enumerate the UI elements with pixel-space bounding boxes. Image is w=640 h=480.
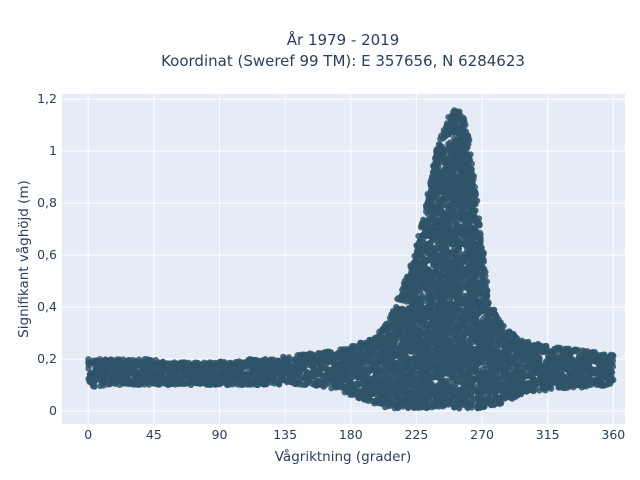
data-point (466, 137, 473, 144)
data-point (460, 116, 468, 123)
chart-title-line1: År 1979 - 2019 (287, 30, 400, 49)
data-point (462, 121, 469, 129)
data-point (435, 188, 442, 195)
data-point (472, 207, 479, 214)
chart-title-line2: Koordinat (Sweref 99 TM): E 357656, N 62… (161, 52, 525, 70)
data-point (472, 190, 479, 197)
scatter-points (85, 107, 617, 412)
data-point (470, 173, 477, 180)
data-point (464, 144, 471, 151)
chart-title: År 1979 - 2019 Koordinat (Sweref 99 TM):… (161, 30, 525, 70)
data-point (91, 383, 98, 390)
data-point (467, 151, 474, 158)
data-point (468, 160, 475, 167)
